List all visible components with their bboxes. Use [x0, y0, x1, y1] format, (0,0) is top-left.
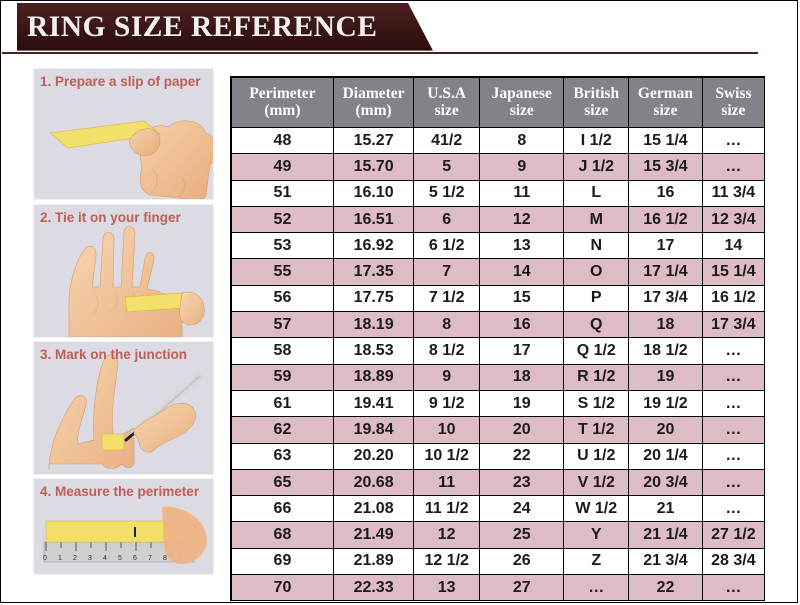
- svg-text:2: 2: [73, 555, 77, 562]
- svg-text:0: 0: [43, 555, 47, 562]
- svg-text:1: 1: [58, 555, 62, 562]
- svg-text:7: 7: [148, 555, 152, 562]
- svg-text:5: 5: [118, 555, 122, 562]
- svg-text:6: 6: [133, 555, 137, 562]
- svg-text:4: 4: [103, 555, 107, 562]
- svg-text:8: 8: [163, 555, 167, 562]
- svg-text:3: 3: [88, 555, 92, 562]
